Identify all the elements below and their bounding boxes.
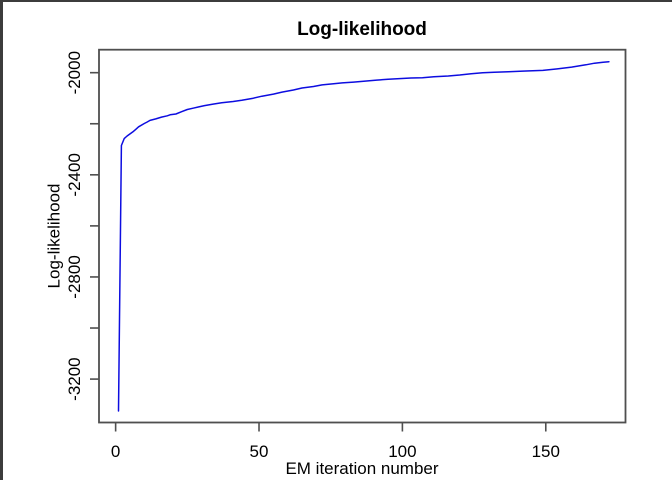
y-axis-ticks: -2000 -2400 -2800 -3200: [65, 51, 99, 401]
x-tick-label: 50: [250, 442, 269, 461]
x-axis-label: EM iteration number: [285, 459, 438, 478]
loglikelihood-curve: [117, 60, 610, 412]
x-tick-label: 0: [111, 442, 120, 461]
y-tick-label: -2800: [65, 255, 84, 298]
plot-title: Log-likelihood: [297, 19, 427, 40]
x-tick-label: 100: [388, 442, 416, 461]
y-tick-label: -2400: [65, 153, 84, 196]
y-axis-label: Log-likelihood: [45, 184, 64, 289]
x-tick-label: 150: [532, 442, 560, 461]
plot-border-box: [98, 48, 627, 424]
y-tick-label: -2000: [65, 51, 84, 94]
loglikelihood-plot: Log-likelihood EM iteration number Log-l…: [45, 19, 627, 478]
x-axis-ticks: 0 50 100 150: [111, 422, 560, 461]
y-tick-label: -3200: [65, 357, 84, 400]
